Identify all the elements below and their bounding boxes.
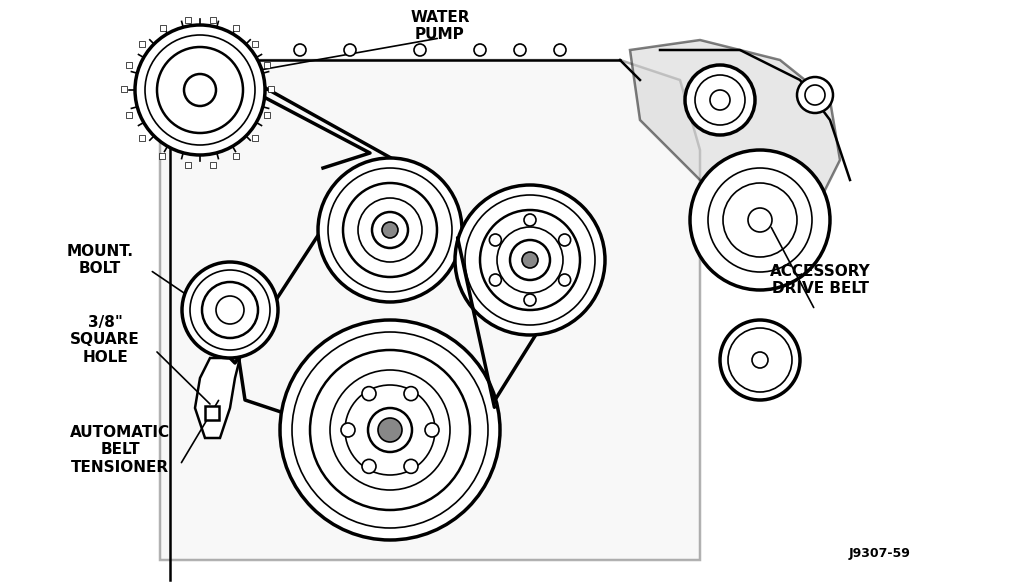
Circle shape: [805, 85, 825, 105]
Polygon shape: [160, 60, 700, 560]
Circle shape: [404, 387, 418, 401]
Circle shape: [708, 168, 812, 272]
Circle shape: [748, 208, 772, 232]
Circle shape: [382, 222, 398, 238]
Text: J9307-59: J9307-59: [849, 547, 911, 560]
Circle shape: [723, 183, 797, 257]
Circle shape: [524, 294, 536, 306]
Bar: [139, 135, 145, 141]
Circle shape: [554, 44, 566, 56]
Circle shape: [368, 408, 412, 452]
Circle shape: [425, 423, 439, 437]
Circle shape: [202, 282, 258, 338]
Bar: [264, 113, 269, 118]
Text: AUTOMATIC
BELT
TENSIONER: AUTOMATIC BELT TENSIONER: [70, 425, 170, 475]
Circle shape: [559, 234, 570, 246]
Circle shape: [522, 252, 538, 268]
Circle shape: [358, 198, 422, 262]
Bar: [160, 25, 166, 32]
Bar: [184, 17, 190, 23]
Circle shape: [216, 296, 244, 324]
Bar: [210, 162, 216, 168]
Circle shape: [310, 350, 470, 510]
Bar: [264, 62, 269, 68]
Circle shape: [378, 418, 402, 442]
Bar: [233, 153, 239, 159]
Polygon shape: [195, 358, 240, 438]
Circle shape: [157, 47, 243, 133]
Circle shape: [510, 240, 550, 280]
Circle shape: [341, 423, 355, 437]
Circle shape: [497, 227, 563, 293]
Circle shape: [489, 274, 502, 286]
Circle shape: [372, 212, 408, 248]
Bar: [139, 41, 145, 47]
Circle shape: [280, 320, 500, 540]
Circle shape: [328, 168, 452, 292]
Circle shape: [190, 270, 270, 350]
Circle shape: [797, 77, 833, 113]
Circle shape: [362, 387, 376, 401]
Bar: [268, 86, 274, 92]
Circle shape: [752, 352, 768, 368]
Circle shape: [559, 274, 570, 286]
Circle shape: [294, 44, 306, 56]
Text: MOUNT.
BOLT: MOUNT. BOLT: [67, 244, 133, 276]
Polygon shape: [630, 40, 840, 220]
Circle shape: [344, 44, 356, 56]
Bar: [126, 62, 132, 68]
Bar: [184, 162, 190, 168]
Circle shape: [145, 35, 255, 145]
Bar: [160, 153, 166, 159]
Circle shape: [695, 75, 745, 125]
Bar: [205, 406, 219, 420]
Circle shape: [330, 370, 450, 490]
Circle shape: [710, 90, 730, 110]
Text: WATER
PUMP: WATER PUMP: [411, 10, 470, 42]
Bar: [121, 86, 127, 92]
Circle shape: [318, 158, 462, 302]
Circle shape: [343, 183, 437, 277]
Circle shape: [292, 332, 488, 528]
Bar: [252, 135, 258, 141]
Circle shape: [465, 195, 595, 325]
Text: 3/8"
SQUARE
HOLE: 3/8" SQUARE HOLE: [70, 315, 140, 365]
Circle shape: [524, 214, 536, 226]
Circle shape: [345, 385, 435, 475]
Circle shape: [455, 185, 605, 335]
Circle shape: [474, 44, 486, 56]
Circle shape: [728, 328, 792, 392]
Bar: [252, 41, 258, 47]
Circle shape: [135, 25, 265, 155]
Circle shape: [414, 44, 426, 56]
Text: ACCESSORY
DRIVE BELT: ACCESSORY DRIVE BELT: [770, 264, 870, 296]
Circle shape: [514, 44, 526, 56]
Circle shape: [182, 262, 278, 358]
Circle shape: [480, 210, 580, 310]
Circle shape: [720, 320, 800, 400]
Circle shape: [489, 234, 502, 246]
Bar: [233, 25, 239, 32]
Circle shape: [184, 74, 216, 106]
Bar: [126, 113, 132, 118]
Circle shape: [690, 150, 830, 290]
Circle shape: [685, 65, 755, 135]
Bar: [210, 17, 216, 23]
Circle shape: [404, 459, 418, 473]
Circle shape: [362, 459, 376, 473]
